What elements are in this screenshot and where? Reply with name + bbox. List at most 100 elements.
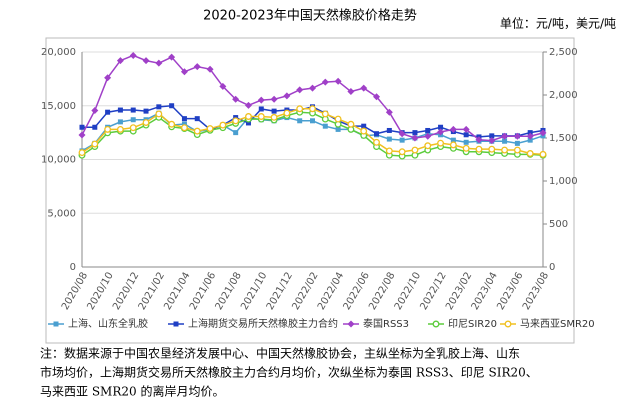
data-point: [181, 116, 187, 122]
data-point: [335, 126, 341, 132]
data-point: [475, 136, 483, 144]
data-point: [130, 117, 136, 123]
data-point: [79, 124, 85, 130]
data-point: [116, 125, 124, 133]
chart-frame: [45, 37, 575, 344]
note-line: 马来西亚 SMR20 的离岸月均价。: [40, 384, 224, 399]
data-point: [270, 95, 278, 103]
data-point: [173, 321, 179, 327]
y2-tick-label: 1,000: [549, 176, 578, 187]
data-point: [526, 150, 534, 157]
data-point: [194, 116, 200, 122]
data-point: [104, 74, 112, 82]
data-point: [425, 127, 431, 133]
data-point: [412, 130, 418, 136]
y2-tick-label: 500: [549, 219, 568, 230]
data-point: [527, 130, 533, 136]
data-point: [449, 141, 457, 149]
data-point: [297, 118, 303, 124]
data-point: [321, 110, 329, 118]
data-point: [450, 137, 456, 143]
data-point: [257, 96, 265, 104]
data-point: [438, 124, 444, 130]
data-point: [361, 123, 367, 129]
y-tick-label: 5,000: [47, 208, 76, 219]
legend-label: 上海期货交易所天然橡胶主力合约: [188, 317, 338, 330]
data-point: [232, 95, 240, 103]
data-point: [156, 104, 162, 110]
data-point: [360, 84, 368, 92]
data-point: [373, 138, 380, 146]
data-point: [296, 86, 304, 94]
data-point: [143, 108, 149, 114]
data-point: [385, 108, 393, 116]
data-point: [168, 120, 176, 128]
data-point: [432, 320, 440, 328]
data-point: [283, 92, 291, 100]
data-point: [386, 127, 392, 133]
data-point: [501, 132, 509, 140]
data-point: [271, 108, 277, 114]
data-point: [117, 107, 123, 113]
y-tick-label: 0: [70, 262, 76, 273]
data-point: [374, 131, 380, 137]
data-point: [399, 137, 405, 143]
data-point: [334, 77, 342, 85]
y-tick-label: 15,000: [41, 101, 76, 112]
data-point: [129, 124, 137, 132]
data-point: [232, 117, 240, 125]
y2-tick-label: 2,000: [549, 90, 578, 101]
data-point: [130, 107, 136, 113]
data-point: [142, 57, 150, 65]
data-point: [360, 127, 368, 135]
data-point: [233, 130, 239, 136]
data-point: [424, 132, 432, 140]
data-point: [206, 65, 214, 73]
data-point: [513, 146, 521, 154]
data-point: [117, 119, 123, 125]
data-point: [193, 127, 201, 135]
data-point: [385, 147, 393, 155]
data-point: [258, 106, 264, 112]
data-point: [296, 105, 304, 113]
data-point: [129, 51, 137, 59]
data-point: [411, 134, 419, 142]
data-point: [180, 68, 188, 76]
data-point: [91, 140, 99, 148]
data-point: [539, 150, 547, 158]
data-point: [283, 109, 291, 117]
data-point: [386, 136, 392, 142]
data-point: [309, 84, 316, 92]
legend-label: 马来西亚SMR20: [520, 318, 595, 330]
note-line: 市场均价，上海期货交易所天然橡胶主力合约月均价，次纵坐标为泰国 RSS3、印尼 …: [40, 365, 538, 380]
data-point: [501, 146, 509, 154]
data-point: [527, 137, 533, 143]
data-point: [219, 121, 227, 129]
data-point: [168, 53, 176, 61]
data-point: [78, 149, 86, 157]
data-point: [92, 124, 98, 130]
data-point: [488, 137, 496, 145]
data-point: [514, 140, 520, 146]
data-point: [526, 132, 534, 140]
data-point: [169, 103, 175, 109]
data-point: [155, 110, 163, 118]
data-point: [347, 88, 355, 96]
data-point: [245, 113, 252, 120]
data-point: [398, 130, 406, 138]
data-point: [462, 125, 470, 133]
data-point: [411, 146, 419, 154]
series-line: [81, 54, 544, 142]
data-point: [424, 142, 432, 150]
data-point: [488, 145, 496, 153]
data-point: [539, 129, 547, 137]
data-point: [347, 320, 355, 328]
note-line: 注：数据来源于中国农垦经济发展中心、中国天然橡胶协会，主纵坐标为全乳胶上海、山东: [40, 346, 520, 361]
data-point: [257, 113, 265, 120]
data-point: [206, 125, 214, 132]
data-point: [105, 109, 111, 115]
data-point: [309, 105, 316, 113]
data-point: [180, 124, 188, 132]
data-point: [449, 125, 457, 133]
y-tick-label: 10,000: [41, 155, 76, 166]
